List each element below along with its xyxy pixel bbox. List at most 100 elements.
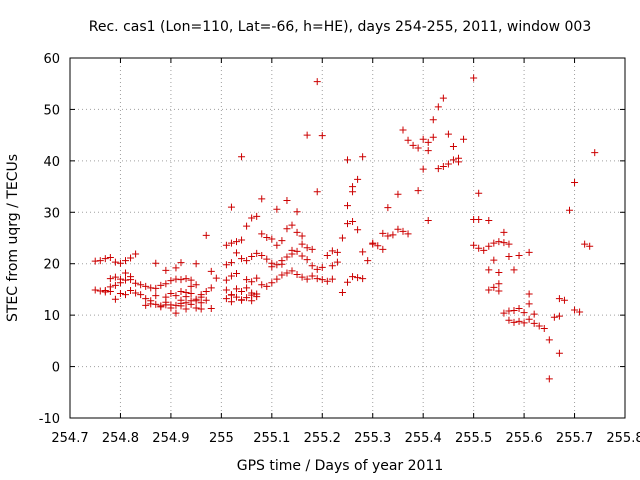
data-point [379,229,387,237]
data-point [490,256,498,264]
data-point [222,261,230,269]
data-point [439,163,447,171]
data-point [414,187,422,195]
data-point [495,238,503,246]
data-point [122,269,129,277]
data-point [227,203,235,211]
data-point [288,221,296,229]
data-point [172,292,180,300]
data-point [394,190,402,198]
data-point [147,284,155,292]
x-tick-label: 255.4 [405,431,442,446]
data-point [490,239,498,247]
data-point [434,103,442,111]
data-point [409,141,417,149]
data-point [101,288,109,296]
data-point [278,260,286,268]
data-point [177,299,185,307]
data-point [152,284,160,292]
data-point [394,225,402,233]
data-point [293,271,301,279]
data-point [253,212,261,220]
data-point [132,279,140,287]
data-point [111,281,119,289]
data-point [303,256,311,264]
data-point [202,231,210,239]
data-point [495,268,503,276]
data-point [429,133,437,141]
data-point [419,165,427,173]
data-point [212,274,220,282]
data-point [167,304,175,312]
data-point [152,292,160,300]
data-point [172,275,180,283]
data-point [344,202,351,210]
data-point [303,244,311,252]
data-point [127,273,135,281]
data-point [586,242,594,250]
data-point [157,303,165,311]
data-point [475,189,483,197]
data-point [550,313,558,321]
data-point [505,316,513,324]
data-point [132,250,140,258]
data-point [520,309,528,317]
y-tick-label: 20 [43,258,60,273]
data-point [233,238,240,246]
data-point [485,217,493,225]
data-point [152,259,160,267]
data-point [263,255,271,263]
data-point [308,262,316,270]
data-point [233,293,240,301]
data-point [222,286,230,294]
data-point [197,291,205,299]
data-point [349,273,357,281]
data-point [273,205,281,213]
data-point [283,225,291,233]
data-point [505,253,513,261]
data-point [505,240,513,248]
data-point [313,188,321,196]
data-point [444,160,452,168]
data-point [263,282,271,290]
data-point [298,232,306,240]
data-point [298,252,306,260]
data-point [490,283,498,291]
data-point [354,175,362,183]
data-point [318,132,326,140]
data-point [475,244,483,252]
data-point [238,287,246,295]
data-point [515,304,523,312]
data-point [162,280,170,288]
data-point [116,259,124,267]
data-point [116,290,124,298]
data-point [248,253,256,261]
data-point [202,287,210,295]
data-point [485,266,493,274]
x-tick-label: 255.1 [253,431,290,446]
data-point [308,272,316,280]
data-point [91,257,99,265]
data-point [333,248,341,256]
data-point [182,305,190,313]
data-point [444,130,452,138]
data-point [344,220,351,228]
data-point [142,295,150,303]
data-point [359,275,367,283]
data-point [111,273,119,281]
data-point [500,239,508,247]
data-point [238,296,246,304]
data-point [303,275,311,283]
x-tick-label: 254.8 [102,431,139,446]
x-axis-label: GPS time / Days of year 2011 [237,458,444,474]
data-point [576,308,584,316]
data-point [424,138,432,146]
data-point [359,153,367,161]
x-tick-label: 255.5 [455,431,492,446]
data-point [248,278,256,286]
data-point [273,241,281,249]
data-point [207,304,215,312]
data-point [555,295,563,303]
data-point [318,263,326,271]
data-point [91,286,99,294]
